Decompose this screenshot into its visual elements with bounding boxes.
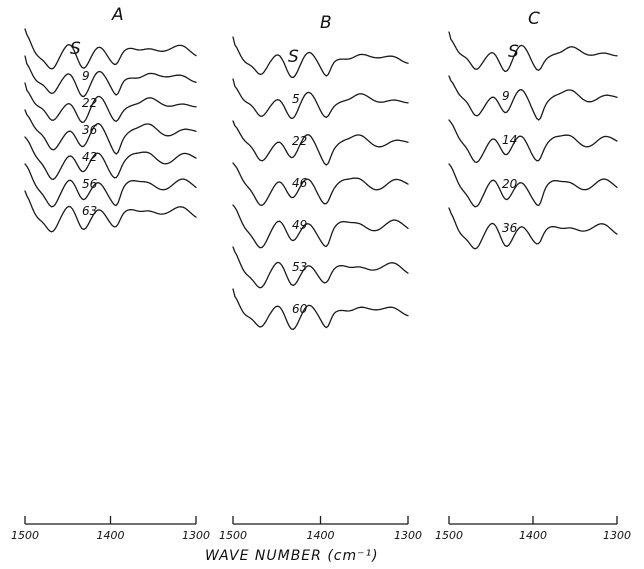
spectrum-trace	[24, 55, 197, 98]
spectrum-trace	[24, 28, 197, 70]
trace-label: 56	[82, 177, 98, 191]
spectrum-trace	[448, 75, 618, 121]
spectrum-trace	[24, 190, 197, 233]
trace-label: 20	[502, 177, 518, 191]
trace-label: S	[70, 39, 81, 59]
trace-label: 9	[502, 89, 510, 103]
trace-label: 22	[82, 96, 97, 110]
x-axis-label: WAVE NUMBER (cm⁻¹)	[205, 548, 379, 564]
panel-b: B S 5 22 46 49 53 60 1500 1400 1300	[219, 13, 422, 542]
spectrum-trace	[232, 78, 409, 120]
trace-label: 49	[292, 218, 307, 232]
trace-label: 36	[502, 221, 518, 235]
x-tick-label: 1400	[307, 529, 335, 542]
panel-b-title: B	[320, 13, 332, 33]
spectrum-trace	[232, 246, 409, 289]
x-tick-label: 1400	[519, 529, 547, 542]
trace-label: S	[508, 42, 519, 62]
trace-label: 42	[82, 150, 97, 164]
spectrum-trace	[448, 119, 618, 163]
x-tick-label: 1300	[394, 529, 422, 542]
spectrum-trace	[24, 163, 197, 208]
panel-a-title: A	[111, 5, 124, 25]
spectrum-trace	[24, 136, 197, 180]
spectrum-trace	[24, 109, 197, 155]
x-tick-label: 1400	[97, 529, 125, 542]
trace-label: 9	[82, 69, 90, 83]
trace-label: 5	[292, 92, 300, 106]
x-tick-label: 1300	[182, 529, 210, 542]
trace-label: 46	[292, 176, 308, 190]
spectrum-trace	[448, 31, 618, 73]
trace-label: 14	[502, 133, 517, 147]
x-tick-label: 1500	[219, 529, 247, 542]
trace-label: 53	[292, 260, 307, 274]
x-tick-label: 1500	[11, 529, 39, 542]
trace-label: S	[288, 47, 299, 67]
trace-label: 36	[82, 123, 98, 137]
spectrum-trace	[232, 36, 409, 79]
spectrum-trace	[448, 207, 618, 250]
spectrum-trace	[448, 163, 618, 208]
trace-label: 63	[82, 204, 97, 218]
x-tick-label: 1300	[603, 529, 631, 542]
spectrum-trace	[232, 288, 409, 331]
trace-label: 22	[292, 134, 307, 148]
panel-a: A S9 22 36 42 56 63 1500 1400 1300	[11, 5, 210, 542]
spectrum-trace	[24, 82, 197, 124]
panel-c-title: C	[528, 9, 540, 29]
spectrum-trace	[232, 162, 409, 206]
trace-label: 60	[292, 302, 308, 316]
panel-c: C S 9 14 20 36 1500 1400 1300	[435, 9, 631, 542]
spectrum-trace	[232, 120, 409, 166]
spectrum-trace	[232, 204, 409, 249]
x-tick-label: 1500	[435, 529, 463, 542]
